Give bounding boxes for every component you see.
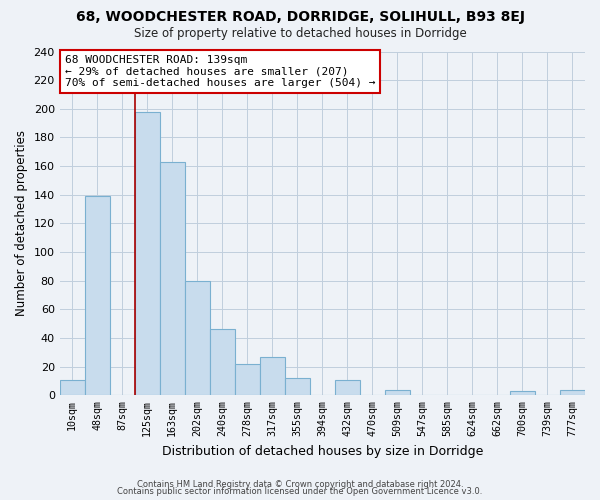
Text: Contains public sector information licensed under the Open Government Licence v3: Contains public sector information licen… [118,488,482,496]
Bar [160,162,185,396]
Text: Contains HM Land Registry data © Crown copyright and database right 2024.: Contains HM Land Registry data © Crown c… [137,480,463,489]
X-axis label: Distribution of detached houses by size in Dorridge: Distribution of detached houses by size … [161,444,483,458]
Bar [560,390,585,396]
Bar [85,196,110,396]
Bar [135,112,160,396]
Bar [285,378,310,396]
Bar [385,390,410,396]
Bar [210,330,235,396]
Bar [260,356,285,396]
Text: 68, WOODCHESTER ROAD, DORRIDGE, SOLIHULL, B93 8EJ: 68, WOODCHESTER ROAD, DORRIDGE, SOLIHULL… [76,10,524,24]
Bar [235,364,260,396]
Bar [335,380,360,396]
Bar [510,391,535,396]
Text: Size of property relative to detached houses in Dorridge: Size of property relative to detached ho… [134,28,466,40]
Y-axis label: Number of detached properties: Number of detached properties [15,130,28,316]
Bar [185,280,210,396]
Text: 68 WOODCHESTER ROAD: 139sqm
← 29% of detached houses are smaller (207)
70% of se: 68 WOODCHESTER ROAD: 139sqm ← 29% of det… [65,55,376,88]
Bar [59,380,85,396]
